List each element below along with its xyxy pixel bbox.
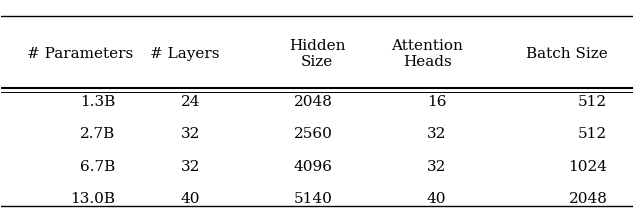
- Text: 1.3B: 1.3B: [80, 95, 115, 109]
- Text: Batch Size: Batch Size: [526, 47, 607, 61]
- Text: 32: 32: [427, 127, 446, 141]
- Text: 32: 32: [427, 160, 446, 174]
- Text: 2048: 2048: [294, 95, 333, 109]
- Text: 512: 512: [578, 95, 607, 109]
- Text: 2560: 2560: [294, 127, 333, 141]
- Text: 512: 512: [578, 127, 607, 141]
- Text: 40: 40: [427, 192, 446, 206]
- Text: 24: 24: [181, 95, 200, 109]
- Text: Attention
Heads: Attention Heads: [392, 39, 463, 69]
- Text: 2048: 2048: [569, 192, 607, 206]
- Text: 2.7B: 2.7B: [80, 127, 115, 141]
- Text: 4096: 4096: [294, 160, 333, 174]
- Text: 32: 32: [181, 160, 200, 174]
- Text: 13.0B: 13.0B: [70, 192, 115, 206]
- Text: 16: 16: [427, 95, 446, 109]
- Text: # Layers: # Layers: [150, 47, 219, 61]
- Text: 32: 32: [181, 127, 200, 141]
- Text: 6.7B: 6.7B: [80, 160, 115, 174]
- Text: Hidden
Size: Hidden Size: [288, 39, 346, 69]
- Text: 40: 40: [181, 192, 200, 206]
- Text: # Parameters: # Parameters: [27, 47, 133, 61]
- Text: 1024: 1024: [568, 160, 607, 174]
- Text: 5140: 5140: [294, 192, 333, 206]
